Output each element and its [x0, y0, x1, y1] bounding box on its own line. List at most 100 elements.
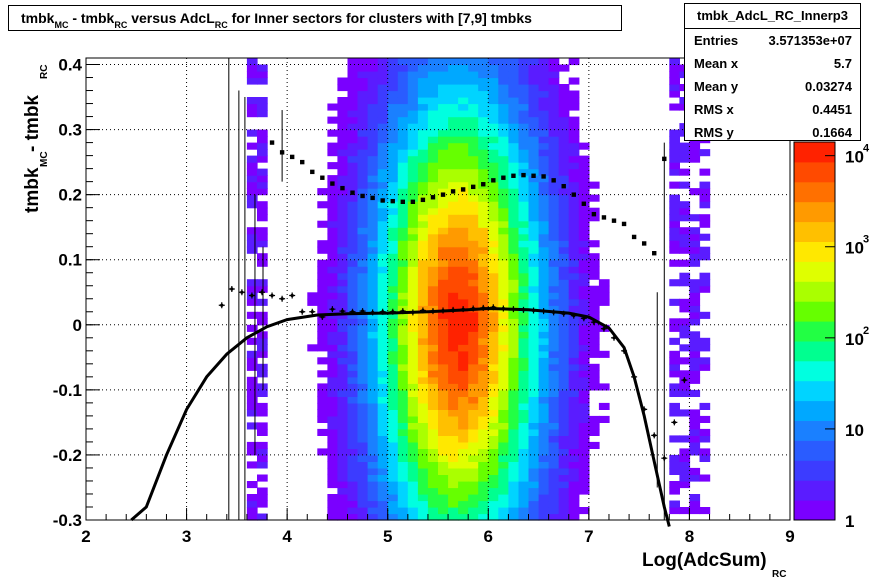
heatmap-cell: [578, 246, 590, 254]
heatmap-cell: [669, 129, 680, 137]
heatmap-cell: [468, 409, 479, 417]
heatmap-cell: [417, 142, 429, 150]
heatmap-cell: [397, 142, 409, 150]
heatmap-cell: [317, 220, 328, 228]
heatmap-cell: [578, 481, 590, 489]
heatmap-cell: [427, 363, 439, 371]
heatmap-cell: [438, 253, 449, 261]
heatmap-cell: [518, 402, 530, 410]
heatmap-cell: [458, 454, 469, 462]
heatmap-cell: [438, 233, 449, 241]
heatmap-cell: [578, 474, 590, 482]
heatmap-cell: [548, 214, 560, 222]
heatmap-cell: [397, 123, 409, 131]
heatmap-cell: [558, 155, 570, 163]
heatmap-cell: [508, 253, 520, 261]
heatmap-cell: [568, 181, 580, 189]
heatmap-cell: [508, 71, 520, 79]
heatmap-cell: [257, 214, 268, 222]
heatmap-cell: [528, 422, 540, 430]
heatmap-cell: [538, 259, 550, 267]
heatmap-cell: [438, 220, 449, 228]
palette-swatch: [794, 440, 835, 461]
heatmap-cell: [387, 253, 399, 261]
heatmap-cell: [558, 337, 570, 345]
heatmap-cell: [337, 84, 349, 92]
heatmap-cell: [498, 396, 509, 404]
heatmap-cell: [528, 71, 540, 79]
heatmap-cell: [588, 415, 600, 423]
heatmap-cell: [588, 370, 600, 378]
heatmap-cell: [438, 142, 449, 150]
heatmap-cell: [498, 337, 509, 345]
mean-marker-dot: [461, 307, 465, 311]
heatmap-cell: [327, 162, 339, 170]
heatmap-cell: [347, 402, 359, 410]
heatmap-cell: [448, 253, 459, 261]
heatmap-cell: [538, 253, 550, 261]
heatmap-cell: [377, 344, 389, 352]
heatmap-cell: [377, 142, 389, 150]
heatmap-cell: [377, 494, 389, 502]
heatmap-cell: [578, 266, 590, 274]
heatmap-cell: [327, 240, 339, 248]
heatmap-cell: [548, 220, 560, 228]
heatmap-cell: [357, 350, 369, 358]
heatmap-cell: [528, 220, 540, 228]
heatmap-cell: [347, 311, 359, 319]
heatmap-cell: [337, 272, 349, 280]
stats-row: Entries 3.571353e+07: [685, 29, 860, 52]
heatmap-cell: [508, 136, 520, 144]
heatmap-cell: [538, 162, 550, 170]
heatmap-cell: [347, 350, 359, 358]
heatmap-cell: [508, 279, 520, 287]
heatmap-cell: [448, 324, 459, 332]
heatmap-cell: [548, 370, 560, 378]
heatmap-cell: [578, 487, 590, 495]
heatmap-cell: [488, 201, 499, 209]
z-tick-label: 1: [845, 512, 854, 531]
heatmap-cell: [558, 188, 570, 196]
heatmap-cell: [578, 305, 590, 313]
heatmap-cell: [538, 220, 550, 228]
heatmap-cell: [528, 435, 540, 443]
palette-swatch: [794, 181, 835, 203]
heatmap-cell: [538, 103, 550, 111]
heatmap-cell: [548, 513, 560, 521]
heatmap-cell: [246, 396, 258, 404]
heatmap-cell: [528, 194, 540, 202]
heatmap-cell: [327, 272, 339, 280]
heatmap-cell: [528, 84, 540, 92]
heatmap-cell: [337, 149, 349, 157]
heatmap-cell: [367, 90, 379, 98]
heatmap-cell: [357, 233, 369, 241]
heatmap-cell: [367, 467, 379, 475]
heatmap-cell: [498, 402, 509, 410]
heatmap-cell: [357, 272, 369, 280]
mean-marker-dot: [582, 316, 586, 320]
heatmap-cell: [337, 77, 349, 85]
heatmap-cell: [548, 409, 560, 417]
heatmap-cell: [679, 409, 691, 417]
heatmap-cell: [578, 435, 590, 443]
heatmap-cell: [528, 441, 540, 449]
heatmap-cell: [347, 149, 359, 157]
rms-marker: [652, 251, 657, 256]
heatmap-cell: [427, 383, 439, 391]
heatmap-cell: [257, 149, 268, 157]
heatmap-cell: [317, 415, 328, 423]
heatmap-cell: [478, 461, 489, 469]
heatmap-cell: [357, 259, 369, 267]
heatmap-cell: [246, 103, 258, 111]
heatmap-cell: [508, 454, 520, 462]
heatmap-cell: [377, 435, 389, 443]
heatmap-cell: [427, 487, 439, 495]
heatmap-cell: [538, 64, 550, 72]
heatmap-cell: [508, 64, 520, 72]
heatmap-cell: [498, 422, 509, 430]
heatmap-cell: [448, 507, 459, 515]
heatmap-cell: [468, 201, 479, 209]
heatmap-cell: [498, 136, 509, 144]
heatmap-cell: [488, 298, 499, 306]
heatmap-cell: [528, 253, 540, 261]
